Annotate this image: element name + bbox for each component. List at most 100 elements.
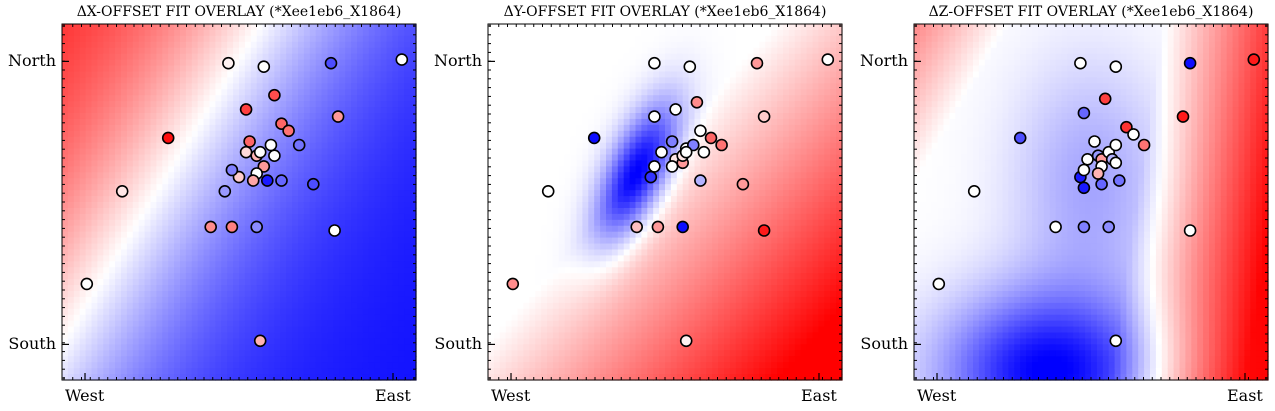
x-tick-label: East	[800, 386, 837, 405]
y-tick-label: South	[8, 334, 56, 354]
chart-panel-dy: ΔY-OFFSET FIT OVERLAY (*Xee1eb6_X1864) N…	[426, 0, 843, 411]
data-point	[257, 60, 271, 73]
data-point	[506, 277, 520, 291]
data-point	[218, 185, 232, 198]
minor-ticks	[914, 24, 1268, 380]
data-point	[1077, 220, 1091, 234]
data-point	[1137, 138, 1151, 152]
data-point	[243, 135, 256, 148]
data-point	[630, 220, 643, 234]
data-point	[1102, 220, 1116, 234]
data-point	[683, 60, 697, 73]
chart-panel-dz: ΔZ-OFFSET FIT OVERLAY (*Xee1eb6_X1864) N…	[852, 0, 1269, 411]
data-point	[115, 185, 129, 198]
data-point	[331, 110, 345, 123]
data-point	[648, 160, 661, 173]
data-point	[80, 277, 94, 291]
data-point	[669, 103, 682, 116]
data-point	[1088, 135, 1101, 148]
background-field	[488, 24, 843, 381]
chart-title: ΔX-OFFSET FIT OVERLAY (*Xee1eb6_X1864)	[76, 4, 402, 20]
data-point	[253, 145, 267, 159]
x-tick-label: East	[374, 386, 411, 405]
data-point	[1183, 224, 1197, 237]
y-tick-label: North	[859, 51, 908, 71]
data-point	[204, 220, 217, 234]
y-tick-label: South	[860, 334, 908, 354]
data-point	[239, 145, 253, 159]
data-point	[275, 174, 288, 187]
data-point	[282, 124, 295, 138]
data-point	[1109, 156, 1123, 170]
data-point	[679, 334, 693, 348]
data-point	[328, 224, 341, 237]
data-point	[268, 149, 281, 162]
data-point	[1081, 153, 1094, 166]
minor-ticks	[488, 24, 842, 380]
data-point	[250, 220, 264, 234]
data-point	[655, 145, 668, 159]
data-point	[1077, 181, 1091, 195]
x-tick-label: West	[917, 386, 957, 405]
data-point	[1091, 167, 1105, 180]
data-point	[676, 220, 690, 234]
data-point	[306, 177, 320, 191]
data-point	[1112, 174, 1126, 187]
data-point	[1077, 106, 1091, 120]
data-point	[648, 56, 661, 70]
y-tick-label: North	[7, 51, 56, 71]
data-point	[694, 174, 707, 187]
data-point	[1127, 128, 1140, 141]
data-point	[715, 138, 728, 152]
x-tick-label: West	[65, 386, 105, 405]
data-point	[967, 185, 981, 198]
data-point	[225, 220, 239, 234]
data-point	[644, 170, 658, 184]
data-point	[1049, 220, 1062, 234]
plot-area	[487, 23, 843, 381]
data-point	[1109, 334, 1123, 348]
data-point	[690, 96, 704, 109]
data-point	[222, 56, 235, 70]
data-point	[665, 160, 679, 173]
data-point	[1098, 92, 1112, 106]
background-field	[62, 24, 417, 381]
data-point	[932, 277, 946, 291]
data-point	[1077, 163, 1091, 177]
data-point	[253, 334, 267, 348]
data-point	[239, 103, 253, 116]
data-point	[268, 88, 281, 102]
y-tick-label: North	[433, 51, 482, 71]
data-point	[665, 135, 679, 148]
data-point	[648, 110, 661, 123]
y-tick-label: South	[434, 334, 482, 354]
data-point	[225, 163, 239, 177]
data-point	[757, 110, 771, 123]
data-point	[395, 53, 409, 66]
data-point	[697, 145, 711, 159]
data-point	[1095, 177, 1108, 191]
data-point	[651, 220, 665, 234]
data-point	[1176, 110, 1190, 123]
chart-panel-dx: ΔX-OFFSET FIT OVERLAY (*Xee1eb6_X1864) N…	[0, 0, 417, 411]
data-point	[292, 138, 306, 152]
minor-ticks	[62, 24, 416, 380]
data-point	[1109, 138, 1123, 152]
data-point	[821, 53, 835, 66]
data-point	[1247, 53, 1261, 66]
data-point	[694, 124, 707, 138]
data-point	[1183, 56, 1197, 70]
data-point	[1013, 131, 1027, 145]
data-point	[704, 131, 718, 145]
data-point	[541, 185, 555, 198]
data-point	[260, 174, 274, 187]
chart-title: ΔZ-OFFSET FIT OVERLAY (*Xee1eb6_X1864)	[928, 4, 1254, 20]
plot-area	[61, 23, 417, 381]
background-field	[914, 24, 1269, 381]
data-point	[324, 56, 338, 70]
data-point	[679, 145, 693, 159]
data-point	[1109, 60, 1123, 73]
data-point	[750, 56, 764, 70]
data-point	[757, 224, 771, 237]
data-point	[246, 174, 260, 187]
